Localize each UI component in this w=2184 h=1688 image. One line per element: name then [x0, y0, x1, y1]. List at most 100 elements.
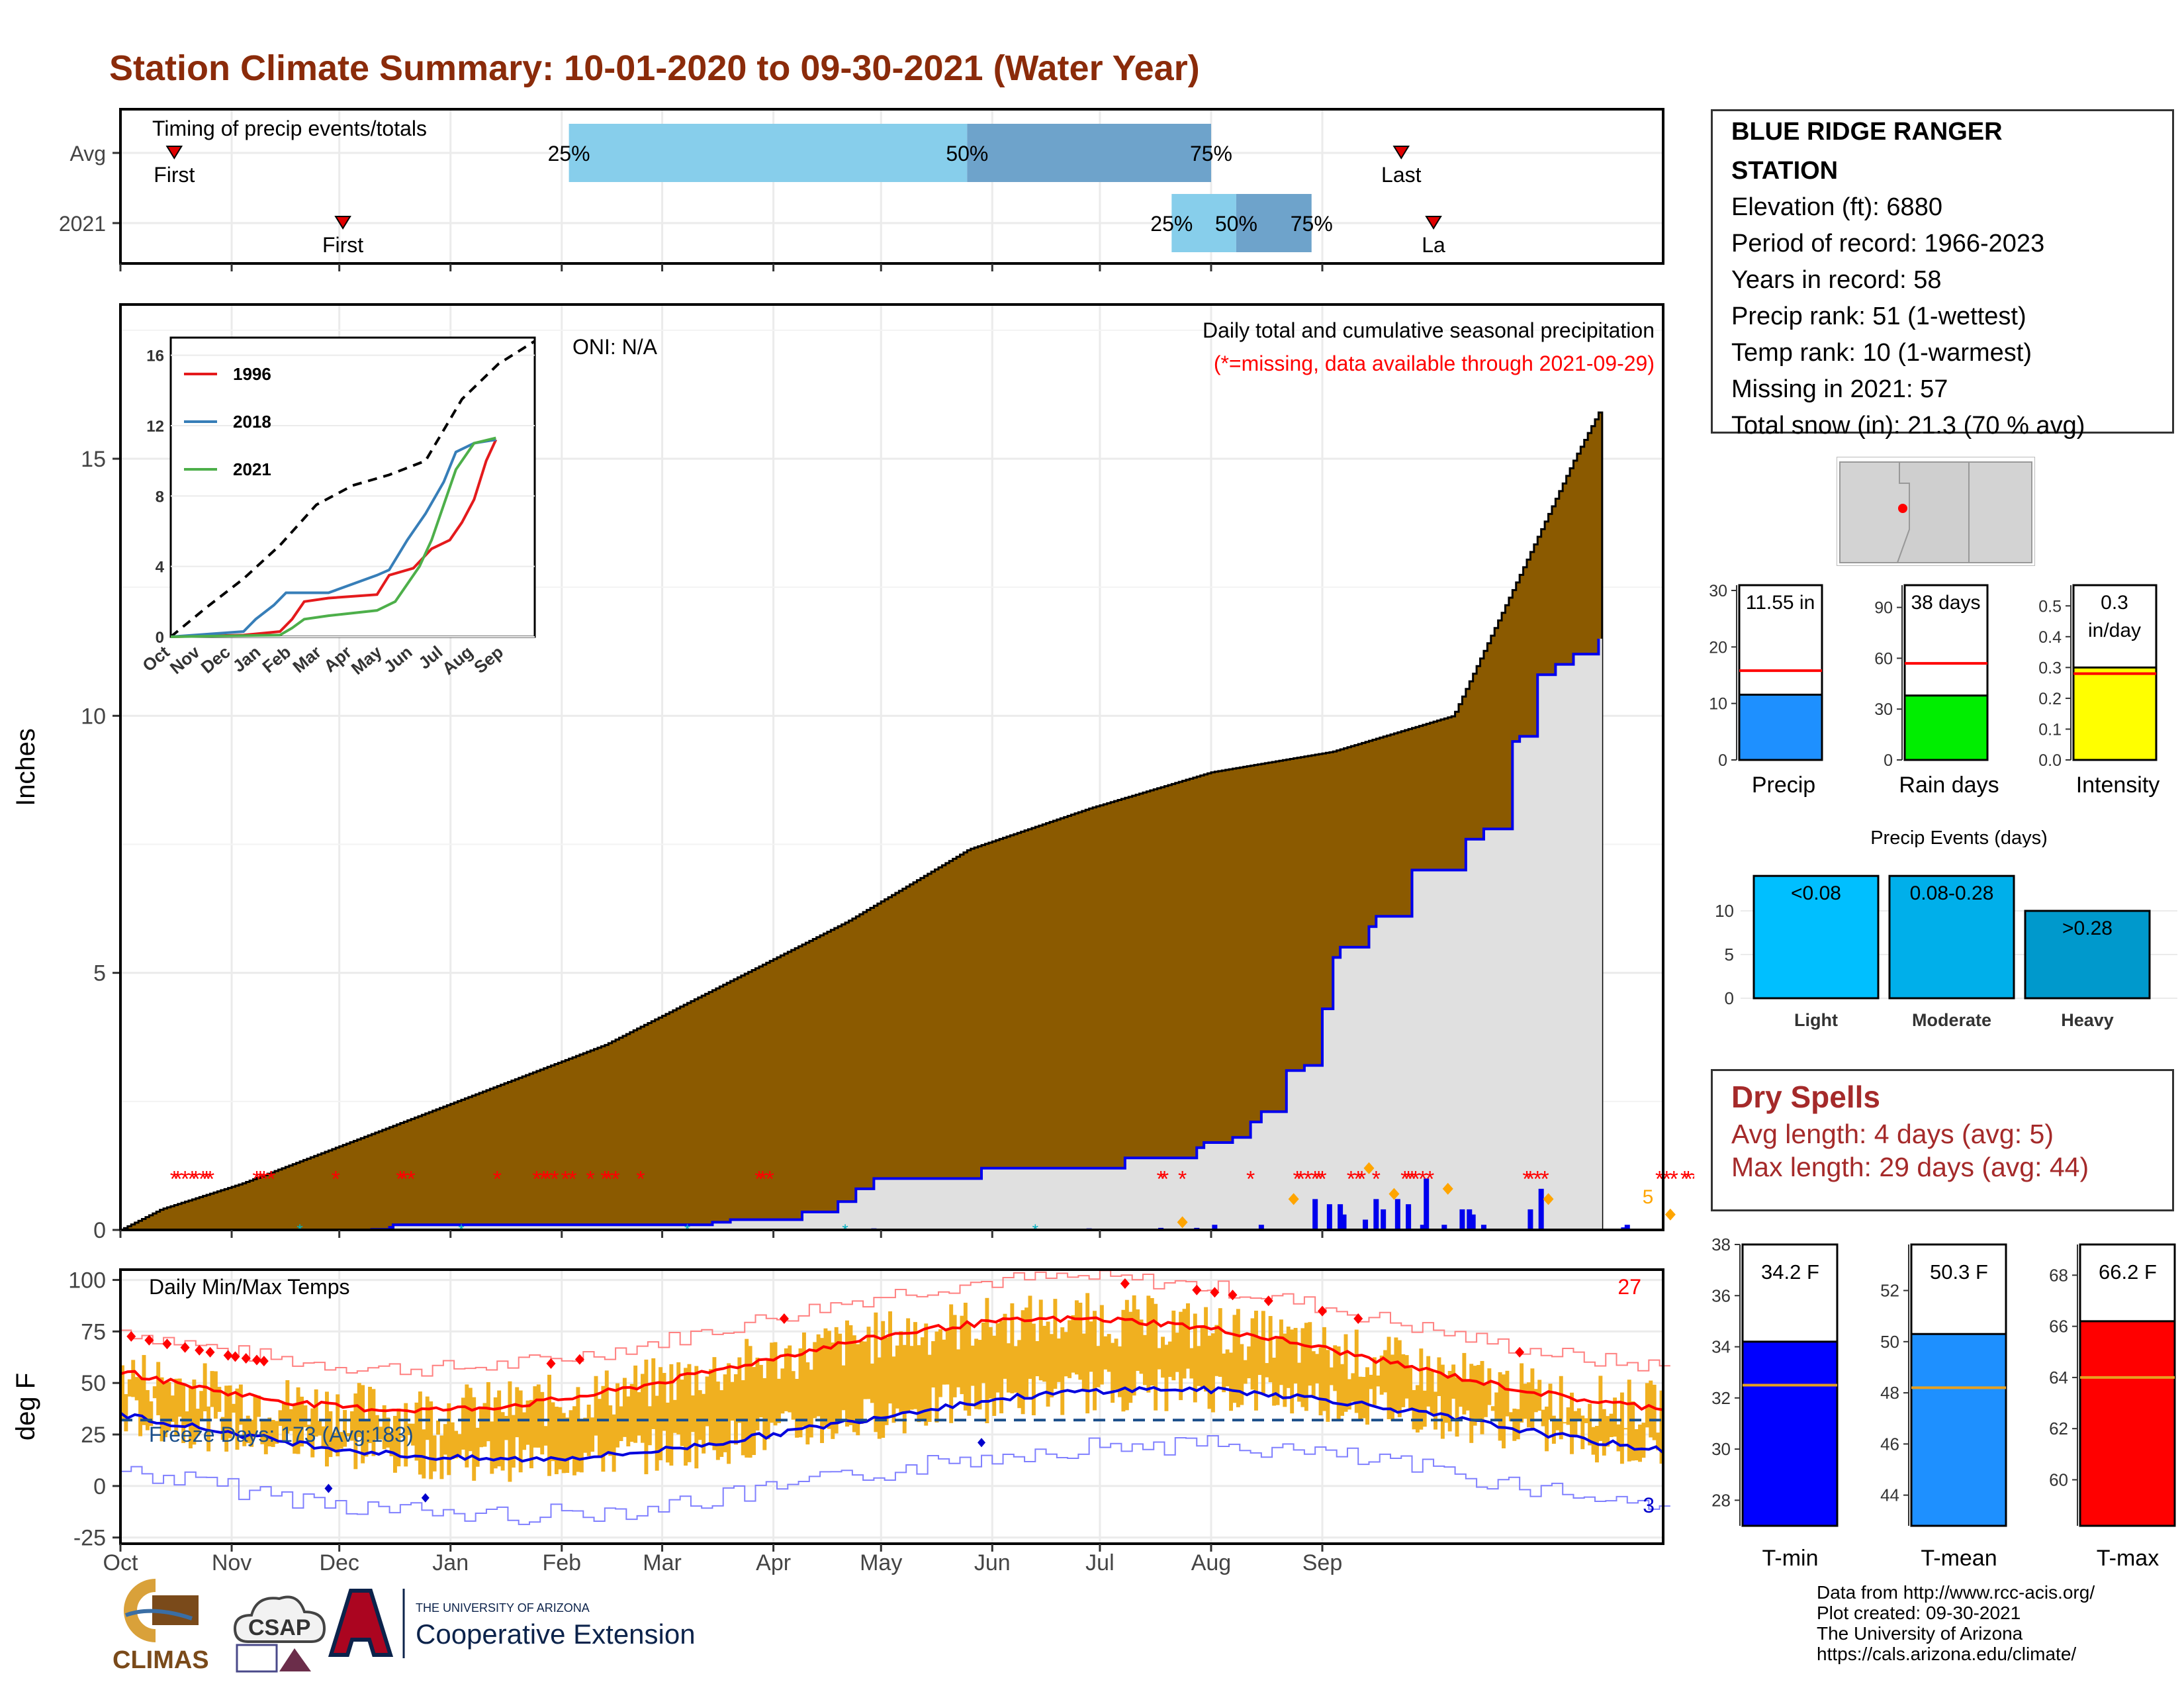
- temp-daily-bar: [985, 1297, 989, 1423]
- temp-daily-bar: [156, 1362, 161, 1415]
- temp-daily-bar: [1490, 1406, 1495, 1411]
- precip-missing-marker: *: [1426, 1166, 1434, 1192]
- events-bin-label: 0.08-0.28: [1910, 882, 1994, 904]
- timing-right-mask: [1664, 106, 1694, 267]
- temp-daily-bar: [152, 1386, 157, 1399]
- temp-daily-bar: [1584, 1418, 1588, 1423]
- temp-daily-bar: [1516, 1409, 1520, 1440]
- timing-bar-q25-q50: [569, 124, 968, 182]
- temp-record-high-marker: [1515, 1346, 1525, 1358]
- temp-daily-bar: [1046, 1321, 1050, 1407]
- temp-summary-label: T-max: [2097, 1546, 2159, 1571]
- temp-daily-bar: [612, 1414, 616, 1472]
- temp-daily-bar: [235, 1388, 240, 1450]
- temp-daily-bar: [1533, 1389, 1538, 1413]
- temp-summary-value: 66.2 F: [2099, 1260, 2157, 1284]
- temp-y-tick-label: 25: [81, 1423, 106, 1448]
- temp-daily-bar: [242, 1421, 247, 1446]
- temp-daily-bar: [1179, 1311, 1183, 1401]
- timing-frame: [119, 108, 1664, 265]
- temp-summary-tmax: 66.2 F 60 62 64 66 68 T-max: [2049, 1243, 2176, 1571]
- temp-daily-bar: [1167, 1341, 1172, 1378]
- timing-marker-label: Last: [1381, 163, 1422, 187]
- temp-daily-bar: [730, 1382, 735, 1421]
- temp-daily-bar: [1250, 1318, 1255, 1390]
- temp-daily-bar: [1494, 1392, 1499, 1419]
- precip-note: Daily total and cumulative seasonal prec…: [1203, 318, 1655, 342]
- events-bar: [1888, 874, 2015, 1000]
- temp-daily-bar: [357, 1383, 361, 1437]
- temp-daily-bar: [1010, 1303, 1015, 1393]
- temp-daily-bar: [773, 1342, 778, 1426]
- temp-daily-bar: [780, 1368, 785, 1414]
- temp-daily-bar: [1404, 1355, 1409, 1399]
- precip-missing-marker: *: [758, 1166, 767, 1192]
- temp-summary-frame: [2079, 1243, 2176, 1527]
- temp-daily-bar: [346, 1432, 351, 1436]
- temp-daily-bar: [404, 1403, 408, 1467]
- temp-y-tick-label: 100: [68, 1268, 106, 1293]
- small-chart-y-tick-label: 0.5: [2038, 597, 2062, 616]
- credit-line-created: Plot created: 09-30-2021: [1817, 1603, 2021, 1623]
- temp-daily-bar: [690, 1395, 695, 1432]
- precip-missing-marker: *: [539, 1166, 548, 1192]
- small-chart-label: Rain days: [1899, 773, 1999, 798]
- temp-daily-bar: [859, 1341, 864, 1425]
- temp-daily-bar: [522, 1412, 527, 1450]
- precip-missing-marker: *: [1372, 1166, 1381, 1192]
- precip-missing-marker: *: [1655, 1166, 1664, 1192]
- temp-summary-y-tick-label: 28: [1711, 1490, 1731, 1510]
- temp-daily-bar: [1111, 1342, 1115, 1403]
- temp-daily-bar: [1343, 1334, 1348, 1412]
- temp-daily-bar: [1588, 1403, 1592, 1446]
- timing-bar-q50-q75: [1236, 194, 1312, 252]
- temp-daily-bar: [945, 1328, 950, 1385]
- credit-line-university: The University of Arizona: [1817, 1623, 2023, 1644]
- events-bar: [2024, 910, 2151, 1000]
- temp-daily-bar: [1397, 1340, 1402, 1417]
- temp-daily-bar: [163, 1382, 167, 1438]
- temp-daily-bar: [1387, 1336, 1391, 1419]
- precip-daily-bar: [1312, 1199, 1318, 1230]
- temp-daily-bar: [1401, 1354, 1406, 1407]
- timing-panel: 25% 50% 75% First Last Avg 25% 50% 75% First La 202…: [59, 106, 1694, 271]
- temp-daily-bar: [1096, 1346, 1101, 1387]
- temp-daily-bar: [293, 1403, 297, 1454]
- temp-daily-bar: [177, 1378, 182, 1417]
- temp-daily-bar: [1268, 1316, 1273, 1383]
- temp-daily-bar: [1089, 1321, 1093, 1372]
- temp-y-tick-label: -25: [73, 1526, 106, 1551]
- credits: Data from http://www.rcc-acis.org/ Plot …: [1817, 1582, 2095, 1664]
- temp-daily-bar: [558, 1407, 563, 1470]
- temp-daily-bar: [443, 1424, 447, 1455]
- temp-daily-bar: [762, 1378, 767, 1450]
- temp-daily-bar: [1200, 1325, 1205, 1388]
- temp-daily-bar: [353, 1393, 358, 1470]
- temp-daily-bar: [1440, 1364, 1445, 1439]
- temp-daily-bar: [1354, 1329, 1359, 1413]
- temp-daily-bar: [641, 1374, 645, 1443]
- temp-summary-y-tick-label: 62: [2049, 1419, 2068, 1438]
- temp-daily-bar: [1121, 1309, 1126, 1412]
- temp-daily-bar: [199, 1391, 204, 1421]
- csap-box-icon: [236, 1644, 278, 1673]
- temp-daily-bar: [719, 1390, 724, 1457]
- precip-daily-bar: [1381, 1209, 1387, 1230]
- temp-daily-bar: [1652, 1384, 1657, 1440]
- temp-daily-bar: [1078, 1302, 1083, 1380]
- temp-daily-bar: [622, 1378, 627, 1437]
- temp-bottom-right-label: 3: [1643, 1493, 1655, 1517]
- precip-daily-bar: [1258, 1225, 1264, 1230]
- temp-daily-bar: [845, 1320, 849, 1427]
- temp-daily-bar: [149, 1401, 154, 1427]
- small-chart-value: 38 days: [1911, 592, 1980, 614]
- precip-y-tick-label: 5: [93, 961, 106, 986]
- temp-daily-bar: [1498, 1372, 1502, 1441]
- temp-daily-bar: [1124, 1299, 1129, 1411]
- temp-daily-bar: [170, 1395, 175, 1422]
- temp-daily-bar: [1563, 1422, 1567, 1424]
- precip-daily-bar: [1363, 1219, 1369, 1230]
- temp-daily-bar: [684, 1368, 688, 1466]
- inset-line-2018: [170, 438, 496, 638]
- temp-daily-bar: [1462, 1352, 1467, 1415]
